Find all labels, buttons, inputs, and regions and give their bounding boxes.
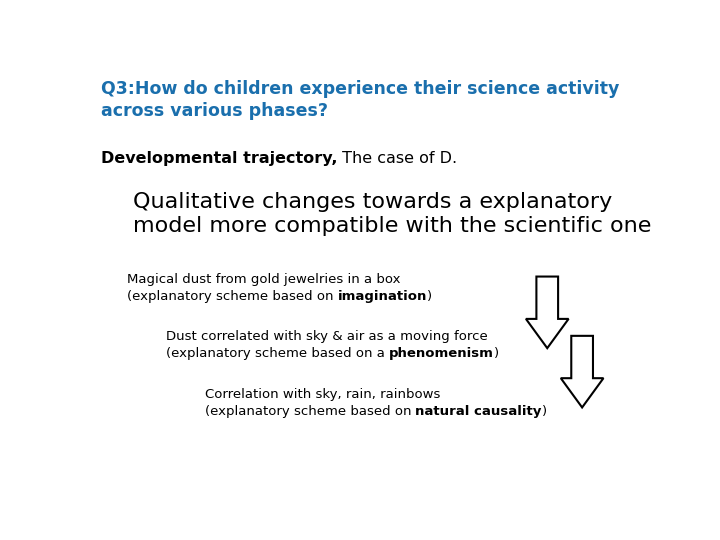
Text: The case of D.: The case of D. <box>338 151 457 166</box>
Text: (explanatory scheme based on a: (explanatory scheme based on a <box>166 347 389 360</box>
Text: ): ) <box>542 405 547 418</box>
Text: Developmental trajectory,: Developmental trajectory, <box>101 151 338 166</box>
Text: Magical dust from gold jewelries in a box: Magical dust from gold jewelries in a bo… <box>127 273 401 286</box>
Text: (explanatory scheme based on: (explanatory scheme based on <box>204 405 415 418</box>
Text: Dust correlated with sky & air as a moving force: Dust correlated with sky & air as a movi… <box>166 330 487 343</box>
Text: (explanatory scheme based on: (explanatory scheme based on <box>127 289 338 302</box>
Polygon shape <box>526 276 569 348</box>
Text: ): ) <box>428 289 433 302</box>
Text: Correlation with sky, rain, rainbows: Correlation with sky, rain, rainbows <box>204 388 440 401</box>
Text: phenomenism: phenomenism <box>389 347 494 360</box>
Text: Q3:How do children experience their science activity
across various phases?: Q3:How do children experience their scie… <box>101 80 619 120</box>
Text: Qualitative changes towards a explanatory
model more compatible with the scienti: Qualitative changes towards a explanator… <box>132 192 651 236</box>
Text: natural causality: natural causality <box>415 405 542 418</box>
Text: ): ) <box>494 347 499 360</box>
Text: imagination: imagination <box>338 289 428 302</box>
Polygon shape <box>561 336 603 408</box>
